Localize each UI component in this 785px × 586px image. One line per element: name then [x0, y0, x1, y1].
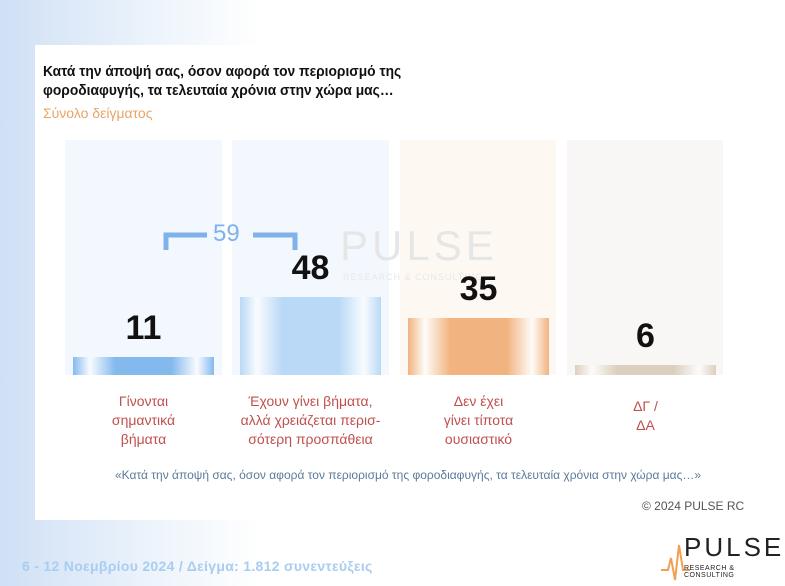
- logo-mark: [661, 544, 690, 581]
- watermark-sub: RESEARCH & CONSULTING: [343, 272, 484, 282]
- group-total: 59: [213, 220, 240, 247]
- bar: [575, 365, 716, 375]
- value-label: 48: [291, 249, 330, 287]
- chart-title: Κατά την άποψή σας, όσον αφορά τον περιο…: [43, 63, 402, 99]
- chart-subtitle: Σύνολο δείγματος: [43, 105, 153, 121]
- value-label: 6: [636, 317, 655, 356]
- category-label: Έχουν γίνει βήματα, αλλά χρειάζεται περι…: [240, 393, 381, 447]
- footnote: «Κατά την άποψή σας, όσον αφορά τον περι…: [115, 468, 702, 482]
- watermark: PULSE: [340, 222, 498, 269]
- category-label: Δεν έχει γίνει τίποτα ουσιαστικό: [443, 393, 514, 447]
- column-background: [65, 140, 222, 375]
- category-label: ΔΓ / ΔΑ: [633, 398, 658, 433]
- bracket-line: [163, 232, 298, 250]
- logo-sub: RESEARCH & CONSULTING: [684, 565, 735, 579]
- category-label: Γίνονται σημαντικά βήματα: [111, 393, 176, 447]
- bar: [240, 297, 381, 375]
- value-label: 35: [459, 270, 498, 309]
- logo: PULSE: [684, 532, 785, 562]
- value-label: 11: [125, 309, 162, 348]
- column-background: [567, 140, 723, 375]
- bar: [73, 357, 214, 375]
- bar: [408, 318, 549, 375]
- copyright: © 2024 PULSE RC: [642, 499, 745, 513]
- footer: 6 - 12 Νοεμβρίου 2024 / Δείγμα: 1.812 συ…: [22, 558, 373, 574]
